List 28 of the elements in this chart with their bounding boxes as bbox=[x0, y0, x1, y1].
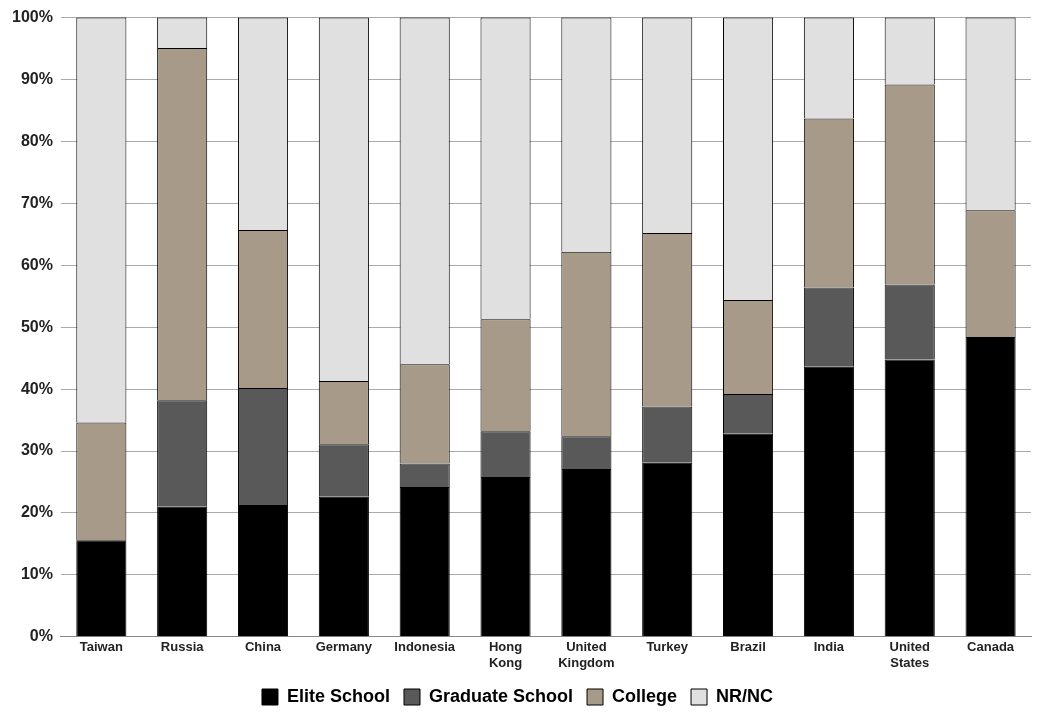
y-tick-label: 90% bbox=[20, 69, 53, 87]
x-tick-label: United States bbox=[889, 639, 931, 670]
legend-label: College bbox=[612, 685, 678, 706]
x-tick-label: Canada bbox=[967, 639, 1015, 655]
y-tick-label: 100% bbox=[12, 8, 53, 26]
legend-label: NR/NC bbox=[716, 685, 774, 706]
y-tick-label: 50% bbox=[20, 317, 53, 335]
y-tick-label: 80% bbox=[20, 131, 53, 149]
bar bbox=[480, 477, 531, 637]
y-tick-label: 10% bbox=[20, 565, 53, 583]
y-tick-label: 70% bbox=[20, 193, 53, 211]
x-tick-label: China bbox=[244, 639, 282, 655]
x-tick-label: Turkey bbox=[646, 639, 689, 655]
x-tick-label: Russia bbox=[160, 639, 205, 655]
x-tick-label: Hong Kong bbox=[488, 639, 523, 670]
x-tick-label: Germany bbox=[315, 639, 373, 655]
x-tick-label: India bbox=[813, 639, 845, 655]
y-tick-label: 30% bbox=[20, 441, 53, 459]
legend-label: Graduate School bbox=[428, 685, 574, 706]
x-tick-label: Taiwan bbox=[79, 639, 123, 655]
x-tick-label: Brazil bbox=[730, 639, 766, 655]
x-tick-label: Indonesia bbox=[394, 639, 456, 655]
y-tick-label: 40% bbox=[20, 379, 53, 397]
y-tick-label: 60% bbox=[20, 255, 53, 273]
y-tick-label: 20% bbox=[20, 503, 53, 521]
x-tick-label: United Kingdom bbox=[558, 639, 615, 670]
y-tick-label: 0% bbox=[29, 627, 53, 645]
legend-label: Elite School bbox=[286, 685, 390, 706]
